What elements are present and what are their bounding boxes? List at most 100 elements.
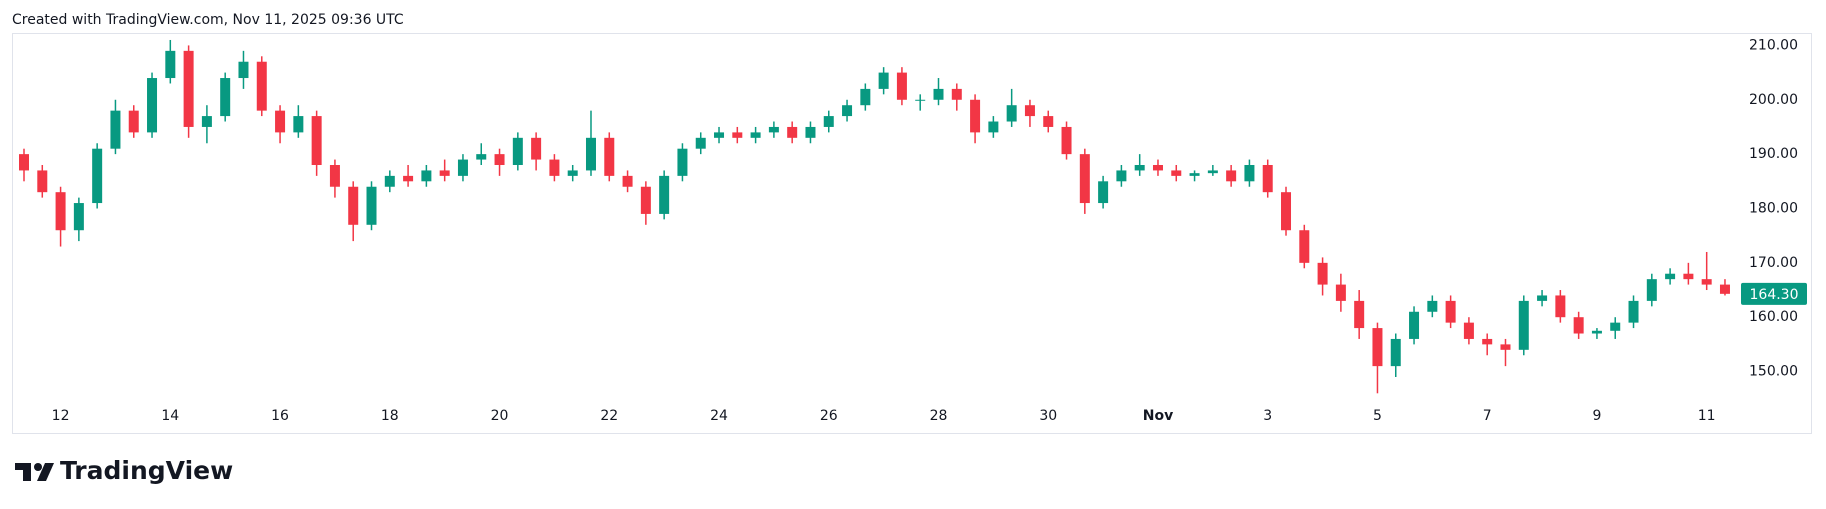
candle-body xyxy=(970,99,981,133)
candle-body xyxy=(1390,338,1401,367)
candle-body xyxy=(1646,279,1657,301)
y-tick-label: 190.00 xyxy=(1749,146,1798,162)
candle-body xyxy=(1317,262,1328,285)
x-tick-label: 28 xyxy=(930,408,948,424)
x-tick-label: 30 xyxy=(1039,408,1057,424)
candle-body xyxy=(1189,173,1200,176)
candle-body xyxy=(128,110,139,133)
y-tick-label: 180.00 xyxy=(1749,200,1798,216)
candle-body xyxy=(1555,295,1566,318)
candle-body xyxy=(311,116,322,166)
candle-body xyxy=(1665,273,1676,280)
candle-body xyxy=(256,61,267,111)
last-price-tag xyxy=(1741,282,1807,305)
candle-body xyxy=(1463,322,1474,339)
candle-body xyxy=(329,165,340,187)
candle-body xyxy=(933,88,944,100)
candle-body xyxy=(1591,330,1602,334)
candle-body xyxy=(1152,165,1163,171)
candle-body xyxy=(1281,192,1292,231)
candle-body xyxy=(604,137,615,176)
candle-body xyxy=(512,137,523,166)
x-tick-label: 12 xyxy=(52,408,70,424)
candle-body xyxy=(73,203,84,231)
candle-body xyxy=(1573,317,1584,334)
candle-body xyxy=(1061,126,1072,155)
candle-body xyxy=(1372,328,1383,367)
x-tick-label: 9 xyxy=(1592,408,1601,424)
candle-body xyxy=(585,137,596,171)
candle-body xyxy=(384,175,395,187)
candle-body xyxy=(238,61,249,79)
candle-body xyxy=(1043,116,1054,127)
y-tick-label: 150.00 xyxy=(1749,364,1798,380)
candle-body xyxy=(147,78,158,133)
candle-body xyxy=(549,159,560,176)
header-text: Created with TradingView.com, Nov 11, 20… xyxy=(12,12,404,28)
candle-body xyxy=(1518,300,1529,350)
candle-body xyxy=(183,50,194,127)
candle-body xyxy=(988,121,999,133)
x-tick-label: 14 xyxy=(161,408,179,424)
candle-body xyxy=(1207,170,1218,174)
candle-body xyxy=(1500,344,1511,350)
candle-body xyxy=(750,132,761,138)
candle-body xyxy=(823,116,834,127)
candle-body xyxy=(677,148,688,176)
candle-body xyxy=(842,105,853,117)
candle-body xyxy=(1683,273,1694,280)
candle-body xyxy=(732,132,743,138)
candle-body xyxy=(1024,105,1035,117)
candle-body xyxy=(1006,105,1017,122)
candle-body xyxy=(1445,300,1456,323)
y-tick-label: 170.00 xyxy=(1749,255,1798,271)
candle-body xyxy=(1354,300,1365,329)
candle-body xyxy=(457,159,468,176)
candle-body xyxy=(1134,165,1145,171)
candle-body xyxy=(37,170,48,193)
candle-body xyxy=(1098,181,1109,204)
x-tick-label: 18 xyxy=(381,408,399,424)
candle-body xyxy=(659,175,670,214)
candle-body xyxy=(1171,170,1182,176)
last-price-label: 164.30 xyxy=(1750,287,1799,303)
candle-body xyxy=(531,137,542,160)
chart-frame xyxy=(12,33,1812,434)
candle-body xyxy=(1226,170,1237,182)
x-tick-label: 16 xyxy=(271,408,289,424)
candle-body xyxy=(951,88,962,100)
candle-body xyxy=(494,154,505,166)
logo-icon xyxy=(15,463,54,481)
candle-body xyxy=(201,116,212,127)
candle-body xyxy=(366,186,377,225)
candle-body xyxy=(896,72,907,100)
candle-body xyxy=(695,137,706,149)
candle-body xyxy=(714,132,725,138)
candle-body xyxy=(1262,165,1273,193)
candle-body xyxy=(1079,154,1090,204)
x-tick-label: 3 xyxy=(1263,408,1272,424)
x-tick-label: Nov xyxy=(1143,408,1173,424)
candle-body xyxy=(348,186,359,225)
candle-body xyxy=(293,116,304,133)
candle-body xyxy=(55,192,66,231)
candle-body xyxy=(640,186,651,214)
candle-body xyxy=(1719,284,1730,294)
candle-body xyxy=(1537,295,1548,301)
y-tick-label: 160.00 xyxy=(1749,309,1798,325)
candle-body xyxy=(19,154,29,171)
candle-body xyxy=(1427,300,1438,312)
candle-body xyxy=(787,126,798,138)
candle-body xyxy=(439,170,450,176)
candle-body xyxy=(1299,230,1310,263)
x-tick-label: 22 xyxy=(600,408,618,424)
candle-body xyxy=(1482,338,1493,345)
x-tick-label: 5 xyxy=(1373,408,1382,424)
x-tick-label: 24 xyxy=(710,408,728,424)
x-tick-label: 7 xyxy=(1483,408,1492,424)
candle-body xyxy=(768,126,779,133)
candle-body xyxy=(421,170,432,182)
candle-body xyxy=(476,154,487,160)
logo-text: TradingView xyxy=(60,456,233,485)
